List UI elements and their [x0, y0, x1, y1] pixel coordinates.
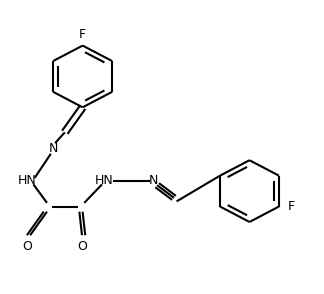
Text: F: F — [288, 200, 295, 213]
Text: HN: HN — [94, 174, 113, 187]
Text: O: O — [78, 240, 87, 253]
Text: O: O — [23, 240, 32, 253]
Text: N: N — [149, 174, 158, 187]
Text: N: N — [49, 142, 58, 155]
Text: HN: HN — [18, 174, 37, 187]
Text: F: F — [79, 28, 86, 41]
